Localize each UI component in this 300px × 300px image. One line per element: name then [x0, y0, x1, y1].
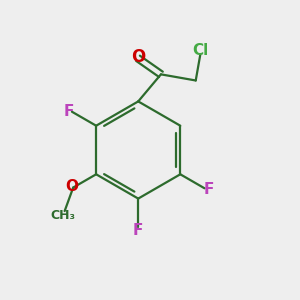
Text: O: O — [65, 179, 78, 194]
Text: F: F — [133, 223, 143, 238]
Text: CH₃: CH₃ — [51, 209, 76, 222]
Text: F: F — [63, 103, 74, 118]
Text: O: O — [131, 48, 145, 66]
Text: Cl: Cl — [193, 44, 209, 59]
Text: F: F — [204, 182, 214, 197]
